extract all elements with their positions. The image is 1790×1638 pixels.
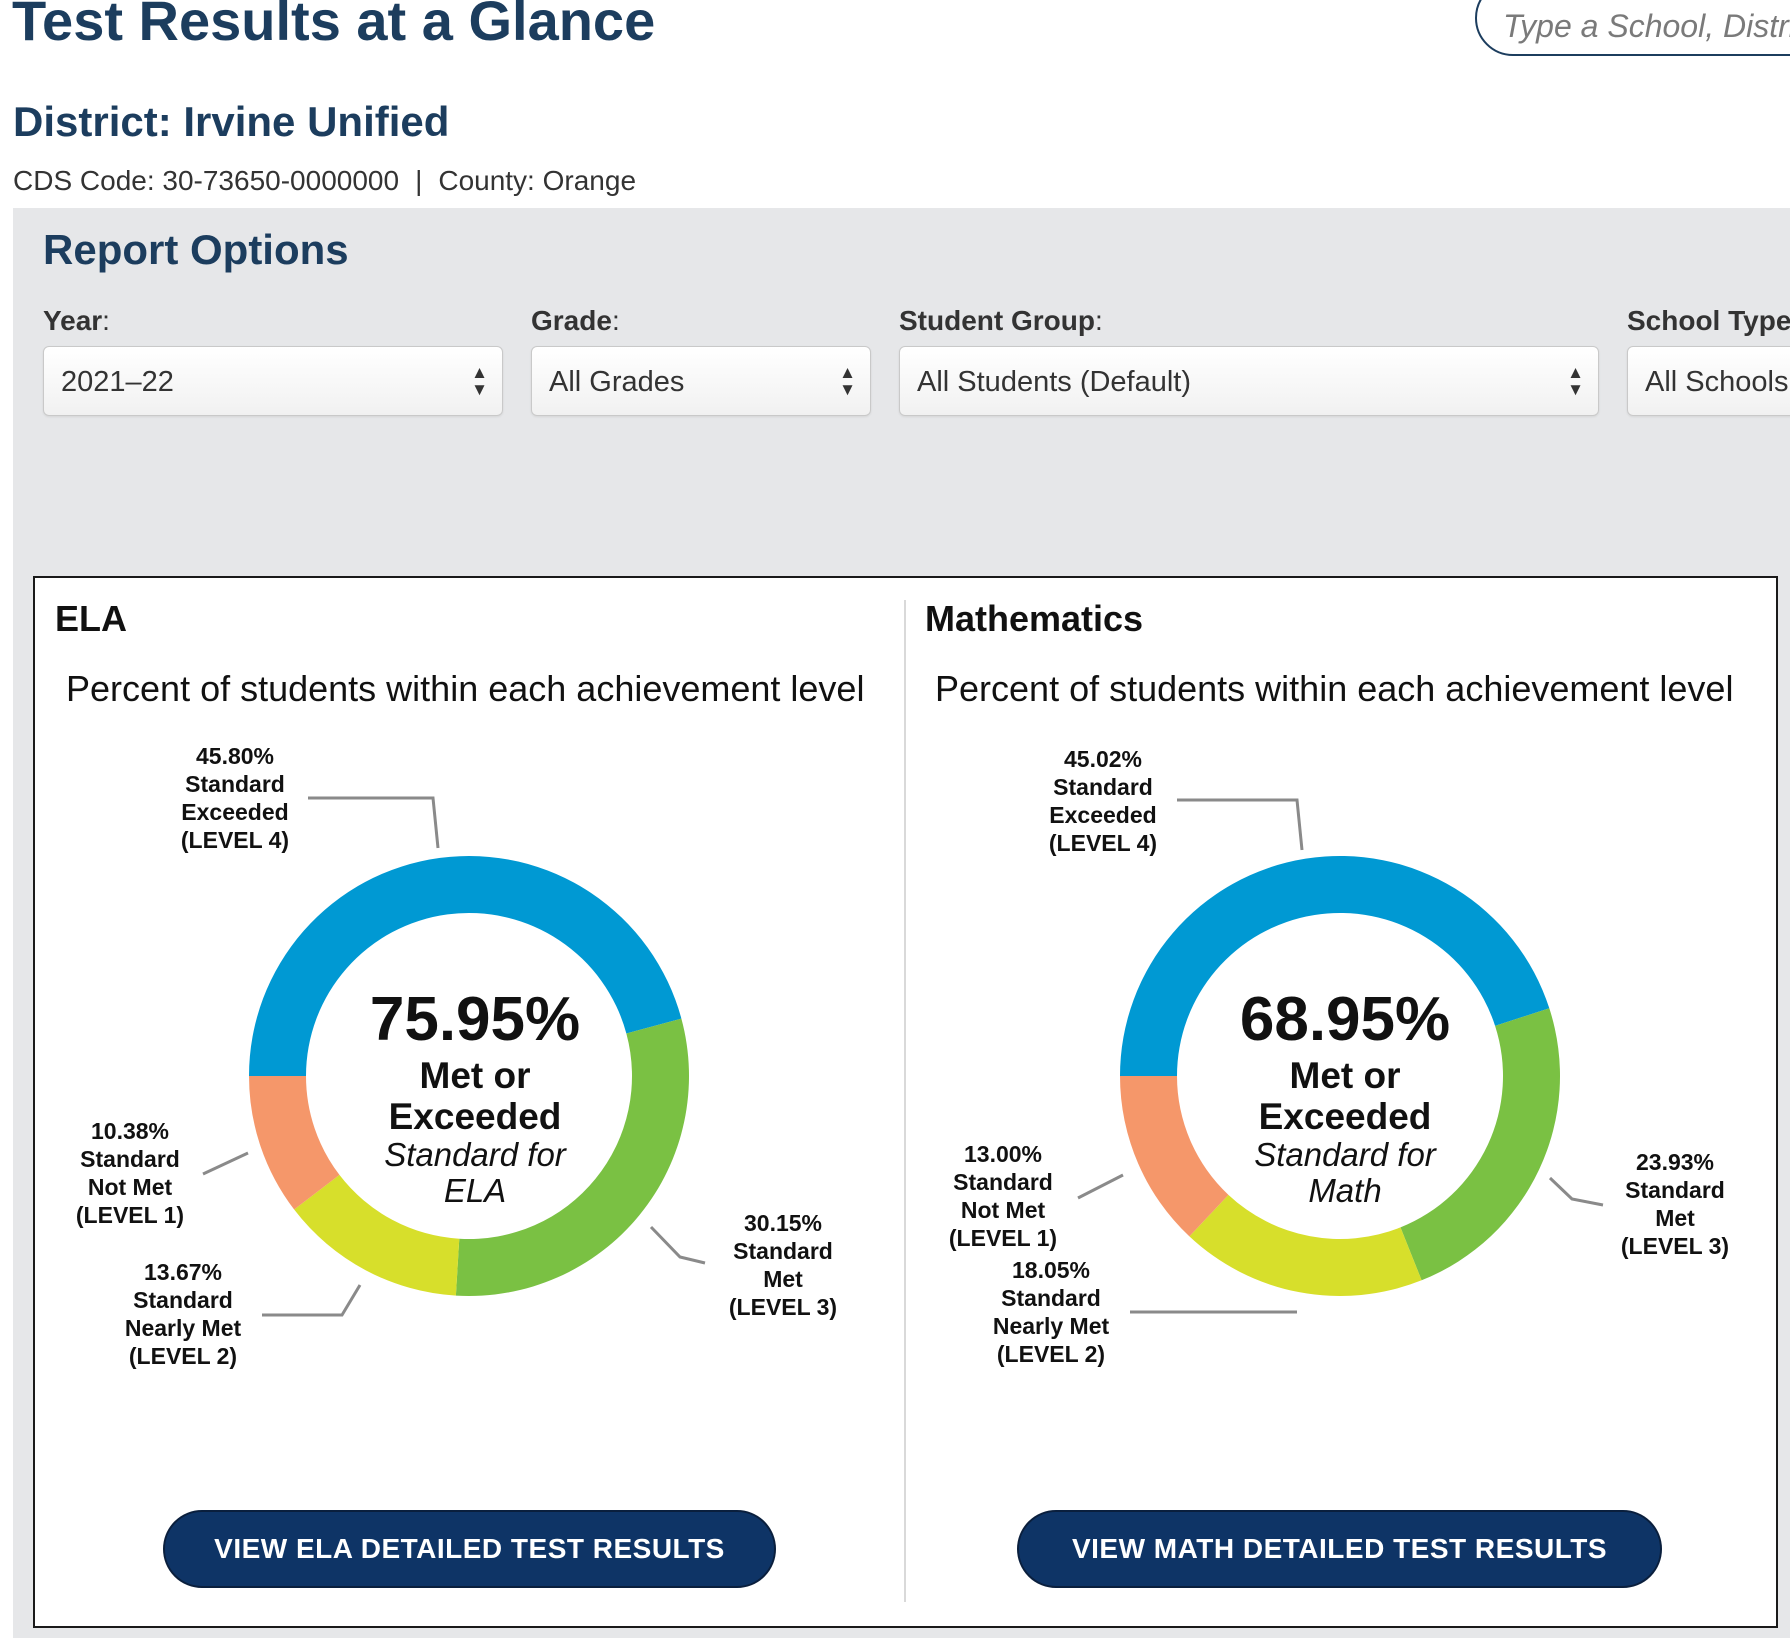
ela-center-label-2: Exceeded bbox=[388, 1096, 562, 1137]
math-segment-level-2 bbox=[1189, 1194, 1422, 1296]
math-center-label-2: Exceeded bbox=[1258, 1096, 1432, 1137]
ela-center-sub-1: Standard for bbox=[384, 1136, 566, 1173]
math-center-sub-1: Standard for bbox=[1254, 1136, 1436, 1173]
page-title: Test Results at a Glance bbox=[12, 0, 656, 52]
ela-segment-level-1 bbox=[249, 1076, 340, 1210]
grade-select[interactable]: All Grades ▲ ▼ bbox=[531, 346, 871, 416]
school-type-select[interactable]: All Schools bbox=[1627, 346, 1790, 416]
cds-code: CDS Code: 30-73650-0000000 bbox=[13, 165, 400, 196]
grade-label: Grade: bbox=[531, 305, 620, 336]
ela-label-level-4: 45.80% Standard Exceeded (LEVEL 4) bbox=[180, 743, 290, 853]
search-input[interactable] bbox=[1477, 0, 1790, 54]
math-center-summary: 68.95% Met or Exceeded Standard for Math bbox=[1195, 985, 1495, 1209]
ela-center-sub-2: ELA bbox=[443, 1172, 507, 1209]
view-ela-detailed-results-button[interactable]: VIEW ELA DETAILED TEST RESULTS bbox=[163, 1510, 776, 1588]
ela-center-percent: 75.95% bbox=[369, 985, 581, 1054]
ela-donut-chart bbox=[249, 856, 689, 1296]
math-chart-subtitle: Percent of students within each achievem… bbox=[935, 668, 1734, 709]
ela-title: ELA bbox=[55, 598, 127, 639]
math-label-level-2: 18.05% Standard Nearly Met (LEVEL 2) bbox=[992, 1257, 1110, 1367]
select-arrows-icon: ▲ ▼ bbox=[471, 363, 488, 399]
math-segment-level-1 bbox=[1120, 1076, 1229, 1237]
select-arrows-icon: ▲ ▼ bbox=[839, 363, 856, 399]
search-box[interactable] bbox=[1475, 0, 1790, 56]
grade-value: All Grades bbox=[549, 366, 685, 398]
math-segment-level-4 bbox=[1120, 856, 1550, 1076]
county: County: Orange bbox=[438, 165, 637, 196]
ela-center-summary: 75.95% Met or Exceeded Standard for ELA bbox=[325, 985, 625, 1209]
math-label-level-4: 45.02% Standard Exceeded (LEVEL 4) bbox=[1048, 746, 1158, 856]
math-center-sub-2: Math bbox=[1308, 1172, 1382, 1209]
district-title: District: Irvine Unified bbox=[13, 98, 450, 145]
year-label: Year: bbox=[43, 305, 110, 336]
math-title: Mathematics bbox=[925, 598, 1144, 639]
math-label-level-1: 13.00% Standard Not Met (LEVEL 1) bbox=[948, 1141, 1058, 1251]
report-options-title: Report Options bbox=[43, 226, 349, 273]
view-math-detailed-results-button[interactable]: VIEW MATH DETAILED TEST RESULTS bbox=[1017, 1510, 1662, 1588]
entity-meta: CDS Code: 30-73650-0000000 | County: Orang… bbox=[13, 165, 636, 197]
school-type-label: School Type: bbox=[1627, 305, 1790, 336]
meta-separator: | bbox=[415, 165, 423, 196]
year-value: 2021–22 bbox=[61, 366, 174, 398]
ela-label-level-3: 30.15% Standard Met (LEVEL 3) bbox=[728, 1210, 838, 1320]
ela-segment-level-4 bbox=[249, 856, 682, 1076]
student-group-label: Student Group: bbox=[899, 305, 1103, 336]
student-group-select[interactable]: All Students (Default) ▲ ▼ bbox=[899, 346, 1599, 416]
ela-label-level-2: 13.67% Standard Nearly Met (LEVEL 2) bbox=[124, 1259, 242, 1369]
ela-segment-level-3 bbox=[455, 1018, 689, 1296]
select-arrows-icon: ▲ ▼ bbox=[1567, 363, 1584, 399]
panel-divider bbox=[904, 600, 906, 1602]
math-donut-chart bbox=[1120, 856, 1560, 1296]
student-group-value: All Students (Default) bbox=[917, 366, 1192, 398]
ela-chart-subtitle: Percent of students within each achievem… bbox=[66, 668, 865, 709]
ela-center-label-1: Met or bbox=[419, 1055, 531, 1096]
school-type-value: All Schools bbox=[1645, 366, 1789, 398]
year-select[interactable]: 2021–22 ▲ ▼ bbox=[43, 346, 503, 416]
math-center-percent: 68.95% bbox=[1239, 985, 1451, 1054]
math-segment-level-3 bbox=[1400, 1008, 1560, 1281]
ela-label-level-1: 10.38% Standard Not Met (LEVEL 1) bbox=[75, 1118, 185, 1228]
math-label-level-3: 23.93% Standard Met (LEVEL 3) bbox=[1620, 1149, 1730, 1259]
math-center-label-1: Met or bbox=[1289, 1055, 1401, 1096]
ela-segment-level-2 bbox=[294, 1174, 460, 1296]
